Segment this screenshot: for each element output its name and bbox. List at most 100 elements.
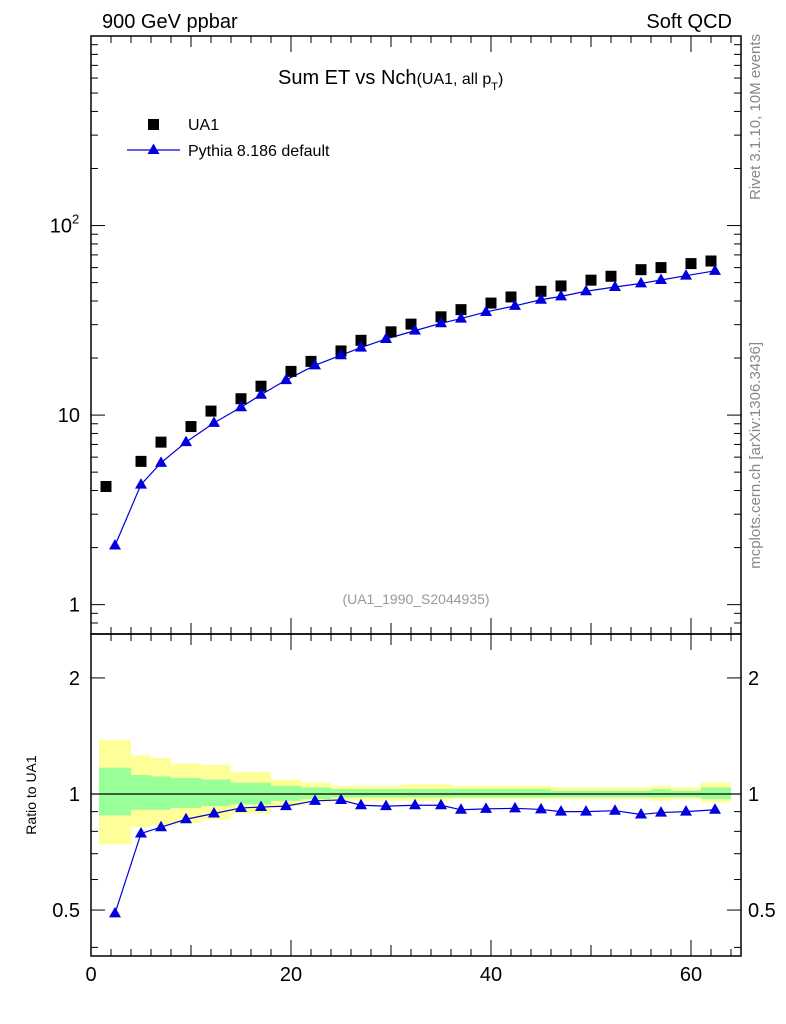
main-title-sub: (UA1, all p: [417, 71, 492, 88]
main-y-tick-label: 10: [50, 216, 72, 238]
ratio-pythia-point: [255, 800, 267, 812]
pythia-point: [135, 478, 147, 489]
watermark: (UA1_1990_S2044935): [342, 591, 489, 607]
main-y-ticks: [91, 35, 741, 635]
ratio-pythia-point: [709, 803, 721, 814]
ratio-y-tick-label-right: 1: [748, 784, 759, 806]
main-y-tick-label: 1: [69, 595, 80, 617]
ratio-pythia-point: [109, 906, 121, 918]
rivet-label: Rivet 3.1.10, 10M events: [747, 34, 764, 200]
ua1-point: [255, 380, 267, 392]
main-y-tick-label-sup: 2: [72, 212, 79, 227]
pythia-point: [309, 358, 321, 370]
ua1-point: [305, 355, 317, 367]
ratio-band-inner: [271, 785, 301, 801]
ua1-point: [100, 481, 112, 493]
header-right: Soft QCD: [646, 11, 732, 33]
ua1-point: [385, 326, 397, 338]
pythia-point: [455, 312, 467, 323]
pythia-point: [635, 276, 647, 288]
pythia-point: [255, 388, 267, 399]
pythia-point: [609, 280, 621, 292]
ratio-band-inner: [131, 775, 151, 810]
ratio-y-tick-labels: 0.5 0.5 1 1 2 2: [52, 668, 776, 922]
legend: UA1 Pythia 8.186 default: [127, 117, 330, 160]
main-title-sub-close: ): [498, 71, 503, 88]
ua1-point: [505, 291, 517, 303]
ratio-pythia-point: [235, 801, 247, 812]
ratio-pythia-point: [155, 820, 167, 832]
ratio-y-tick-label-right: 2: [748, 668, 759, 690]
main-title: Sum ET vs Nch(UA1, all pT): [278, 67, 503, 93]
ratio-y-label: Ratio to UA1: [23, 755, 39, 835]
ratio-y-ticks: [91, 677, 741, 948]
ua1-point: [635, 264, 647, 276]
ratio-pythia-point: [535, 802, 547, 814]
x-tick-label: 20: [280, 964, 302, 986]
ua1-point: [485, 297, 497, 309]
ratio-x-ticks: [90, 634, 732, 956]
pythia-point: [580, 284, 592, 296]
ua1-point: [355, 334, 367, 346]
ratio-x-tick-labels: 0 20 40 60: [85, 964, 702, 986]
mcplots-label: mcplots.cern.ch [arXiv:1306.3436]: [747, 342, 764, 569]
pythia-point: [335, 348, 347, 360]
pythia-point: [180, 435, 192, 447]
ratio-pythia-point: [180, 812, 192, 824]
ratio-pythia-point: [309, 794, 321, 805]
ua1-point: [135, 455, 147, 467]
ratio-band-inner: [171, 778, 201, 808]
ratio-pythia-point: [480, 802, 492, 813]
x-tick-label: 60: [680, 964, 702, 986]
ua1-point: [585, 274, 597, 286]
pythia-point: [509, 299, 521, 310]
ua1-point: [605, 270, 617, 282]
pythia-point: [709, 264, 721, 275]
ua1-point: [285, 365, 297, 377]
ua1-point: [155, 436, 167, 448]
ua1-point: [405, 318, 417, 330]
legend-ua1-label: UA1: [188, 117, 219, 134]
pythia-point: [155, 456, 167, 467]
x-tick-label: 0: [85, 964, 96, 986]
ratio-band-inner: [151, 776, 171, 810]
main-y-tick-label: 10: [58, 405, 80, 427]
ratio-pythia-point: [680, 805, 692, 816]
ratio-band-inner: [451, 789, 551, 798]
ratio-band-inner: [99, 767, 131, 816]
pythia-point: [355, 341, 367, 352]
ratio-y-tick-label-left: 2: [69, 668, 80, 690]
pythia-point: [555, 289, 567, 301]
ratio-y-tick-label-right: 0.5: [748, 900, 776, 922]
ratio-band-inner: [301, 787, 331, 800]
ua1-point: [235, 393, 247, 405]
ratio-pythia-point: [409, 798, 421, 810]
ratio-band-inner: [701, 787, 731, 800]
ratio-pythia-point: [335, 793, 347, 804]
main-title-text: Sum ET vs Nch: [278, 67, 417, 89]
ratio-pythia-point: [208, 807, 220, 818]
pythia-point: [109, 539, 121, 550]
ratio-pythia-point: [655, 806, 667, 817]
legend-ua1-marker: [148, 119, 159, 130]
ratio-pythia-point: [580, 805, 592, 816]
ratio-plot-frame: [90, 633, 742, 957]
ua1-point: [555, 280, 567, 292]
ua1-point: [185, 421, 197, 433]
pythia-point: [235, 400, 247, 412]
ratio-pythia-point: [380, 799, 392, 811]
main-x-ticks: [90, 36, 732, 634]
pythia-point: [380, 332, 392, 344]
ratio-band-inner: [201, 779, 231, 807]
ratio-pythia-point: [555, 805, 567, 816]
ratio-pythia-point: [135, 826, 147, 838]
ratio-pythia-point: [355, 798, 367, 810]
ratio-pythia-point: [280, 799, 292, 811]
ratio-band-inner: [651, 789, 671, 798]
pythia-point: [409, 324, 421, 335]
ratio-pythia-point: [635, 807, 647, 819]
ratio-data-marks: [109, 793, 721, 918]
ratio-band-inner: [401, 789, 451, 798]
